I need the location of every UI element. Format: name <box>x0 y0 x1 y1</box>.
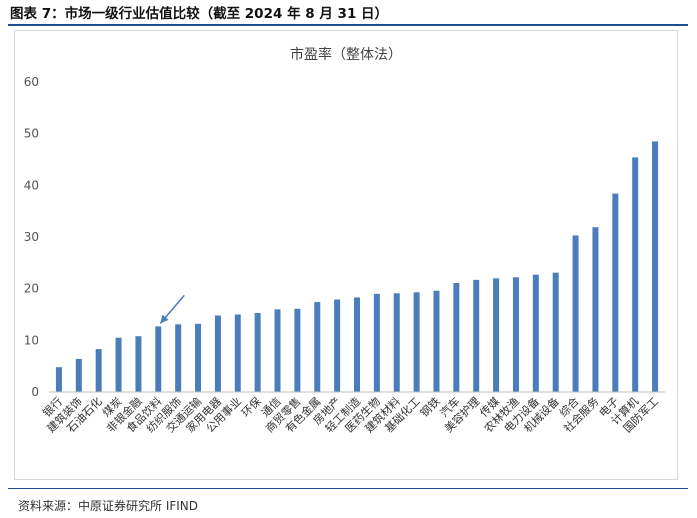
y-axis: 0 10 20 30 40 50 60 <box>24 75 39 399</box>
bar <box>354 297 360 392</box>
y-tick-label: 40 <box>24 178 39 192</box>
bar <box>592 227 599 392</box>
bar <box>393 293 400 392</box>
source-note: 资料来源：中原证券研究所 IFIND <box>18 499 199 513</box>
bar <box>334 299 341 392</box>
bar <box>95 349 102 392</box>
y-tick-label: 20 <box>24 282 39 296</box>
y-tick-label: 60 <box>24 75 39 89</box>
bar <box>413 292 420 392</box>
bar <box>314 302 321 392</box>
source-divider <box>8 488 688 489</box>
chart-frame: 市盈率（整体法） 0 10 20 30 40 50 60 银行 建筑装饰 石油石化 煤炭 非银金融食… <box>14 30 678 480</box>
y-tick-label: 0 <box>31 385 39 399</box>
bar <box>195 323 202 392</box>
bar <box>473 279 480 392</box>
bar <box>433 290 440 392</box>
bar <box>612 193 619 392</box>
y-tick-label: 30 <box>24 230 39 244</box>
bar <box>572 235 579 392</box>
figure-title-bar: 图表 7：市场一级行业估值比较（截至 2024 年 8 月 31 日） <box>8 0 688 26</box>
chart-title: 市盈率（整体法） <box>290 46 402 63</box>
bar <box>214 315 221 392</box>
annotation-arrow-head <box>160 314 169 324</box>
bar <box>512 277 519 392</box>
bar <box>453 282 460 392</box>
bars <box>55 141 659 392</box>
bar <box>373 293 380 392</box>
x-tick-label: 环保 <box>238 394 263 419</box>
bar <box>175 324 182 392</box>
bar <box>274 309 281 392</box>
bar <box>632 157 639 392</box>
pe-bar-chart: 市盈率（整体法） 0 10 20 30 40 50 60 银行建筑装饰石油石化煤炭非银金融食… <box>24 46 665 435</box>
bar <box>55 367 62 392</box>
bar <box>493 278 500 392</box>
x-tick-label: 钢铁 <box>418 395 443 420</box>
bar <box>552 272 559 392</box>
y-tick-label: 10 <box>24 333 39 347</box>
bar <box>254 312 261 392</box>
y-tick-label: 50 <box>24 127 39 141</box>
x-axis: 银行建筑装饰石油石化煤炭非银金融食品饮料纺织服饰交通运输家用电器公用事业环保通信… <box>40 391 665 435</box>
bar <box>135 336 142 392</box>
bar <box>75 358 82 392</box>
bar <box>234 314 241 392</box>
annotation <box>159 294 185 324</box>
bar <box>532 274 539 392</box>
figure-title: 图表 7：市场一级行业估值比较（截至 2024 年 8 月 31 日） <box>10 6 389 22</box>
bar <box>294 308 301 392</box>
bar <box>155 326 162 392</box>
bar <box>115 337 122 392</box>
bar <box>652 141 659 392</box>
